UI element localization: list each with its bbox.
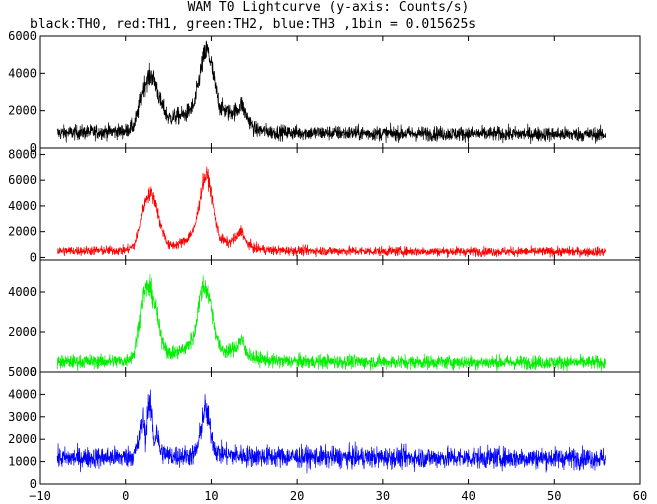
series-th2-line: [56, 274, 607, 372]
panel-th0: 0 2000 4000 6000: [8, 29, 641, 155]
y-tick-label: 0: [30, 477, 37, 491]
y-tick-label: 4000: [8, 285, 37, 299]
y-tick-label: 0: [30, 250, 37, 264]
panel-th2: 0 2000 4000: [8, 259, 641, 379]
y-tick-label: 0: [30, 365, 37, 379]
x-tick-label: 60: [633, 489, 647, 503]
x-tick-label: 50: [547, 489, 561, 503]
x-tick-label: 40: [461, 489, 475, 503]
panel-frame: [39, 147, 641, 261]
chart-subtitle: black:TH0, red:TH1, green:TH2, blue:TH3 …: [30, 17, 477, 32]
x-tick-label: 10: [204, 489, 218, 503]
x-tick-label: 30: [376, 489, 390, 503]
panel-th1: 0 2000 4000 6000 8000: [8, 147, 641, 264]
y-tick-label: 2000: [8, 104, 37, 118]
x-tick-label: 20: [290, 489, 304, 503]
y-tick-label: 6000: [8, 29, 37, 43]
y-tick-label: 8000: [8, 147, 37, 161]
panel-frame: [39, 371, 641, 485]
x-axis: −10 0 10 20 30 40 50 60: [29, 489, 647, 503]
x-tick-label: −10: [29, 489, 51, 503]
y-tick-label: 3000: [8, 410, 37, 424]
y-tick-label: 4000: [8, 199, 37, 213]
y-tick-label: 5000: [8, 365, 37, 379]
y-tick-label: 6000: [8, 173, 37, 187]
panel-frame: [39, 259, 641, 373]
x-tick-label: 0: [122, 489, 129, 503]
series-th1-line: [57, 166, 607, 258]
y-tick-label: 2000: [8, 325, 37, 339]
y-tick-label: 2000: [8, 225, 37, 239]
y-tick-label: 0: [30, 141, 37, 155]
y-tick-label: 1000: [8, 455, 37, 469]
series-th0-line: [56, 40, 607, 145]
chart-panels: 0200040006000020004000600080000200040000…: [8, 29, 641, 491]
chart-title: WAM T0 Lightcurve (y-axis: Counts/s): [187, 0, 470, 15]
y-tick-label: 4000: [8, 66, 37, 80]
y-tick-label: 2000: [8, 432, 37, 446]
series-th3-line: [56, 389, 606, 474]
y-tick-label: 4000: [8, 387, 37, 401]
panel-th3: 0 1000 2000 3000 4000 5000: [8, 365, 641, 491]
